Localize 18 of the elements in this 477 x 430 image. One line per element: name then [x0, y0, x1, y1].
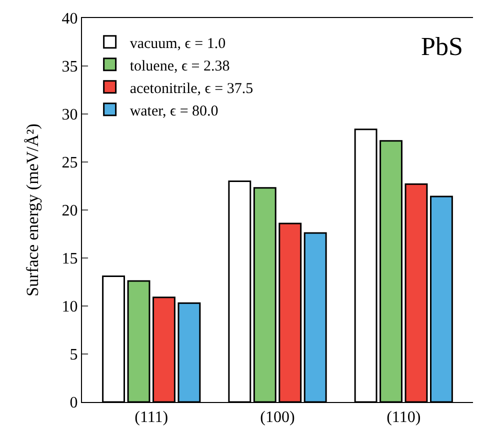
- y-tick-label: 0: [70, 394, 78, 412]
- x-tick-label: (100): [260, 409, 295, 426]
- annotation: PbS: [421, 32, 463, 61]
- legend-label: toluene, ϵ = 2.38: [130, 58, 230, 74]
- legend-label: water, ϵ = 80.0: [130, 103, 218, 120]
- legend-label: vacuum, ϵ = 1.0: [130, 36, 226, 52]
- y-tick-label: 15: [62, 250, 78, 268]
- x-tick-label: (110): [386, 409, 421, 426]
- y-tick-label: 40: [62, 10, 78, 28]
- x-tick-label: (111): [134, 409, 168, 426]
- y-tick-label: 30: [62, 106, 78, 124]
- y-tick-label: 5: [70, 346, 78, 364]
- y-tick-label: 10: [62, 298, 78, 316]
- legend-label: acetonitrile, ϵ = 37.5: [130, 80, 254, 97]
- y-tick-label: 35: [62, 58, 78, 76]
- y-tick-label: 20: [62, 202, 78, 220]
- y-axis-title: Surface energy (meV/Å²): [23, 124, 42, 296]
- y-tick-label: 25: [62, 154, 78, 172]
